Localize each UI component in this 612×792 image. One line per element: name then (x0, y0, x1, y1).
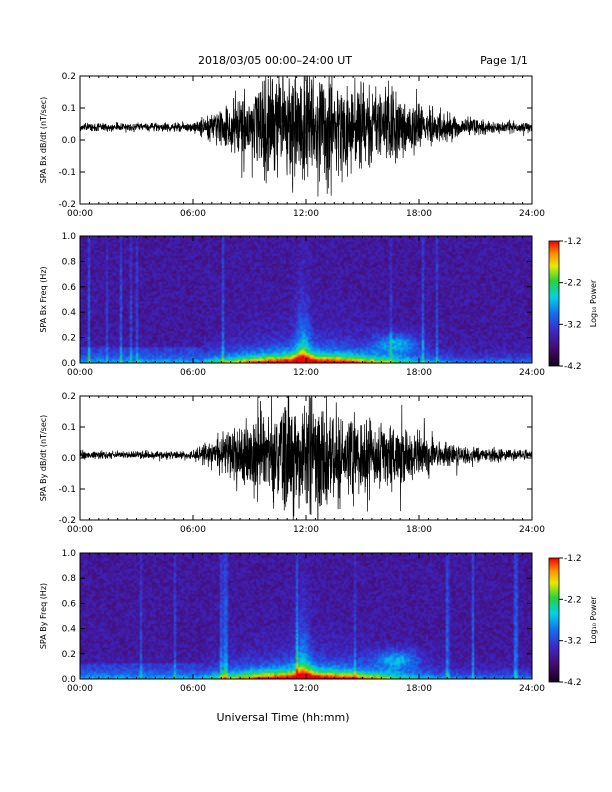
x-tick-label-1-0: 00:00 (67, 368, 93, 378)
y-tick-label-1-0: 1.0 (62, 232, 77, 242)
colorbar-tick-label-1-1: -2.2 (564, 279, 582, 289)
series-line-0 (80, 76, 532, 197)
y-tick-label-0-1: 0.1 (62, 104, 76, 114)
x-tick-label-3-1: 06:00 (180, 684, 206, 694)
y-tick-label-3-5: 0.0 (62, 675, 77, 685)
colorbar-label-1: Log₁₀ Power (589, 279, 598, 327)
x-tick-label-3-0: 00:00 (67, 684, 93, 694)
colorbar-tick-label-3-1: -2.2 (564, 595, 582, 605)
x-tick-label-1-2: 12:00 (293, 368, 319, 378)
y-tick-label-0-0: 0.2 (62, 72, 76, 82)
x-tick-label-0-2: 12:00 (293, 209, 319, 219)
y-tick-label-0-2: 0.0 (62, 136, 77, 146)
colorbar-label-3: Log₁₀ Power (589, 596, 598, 644)
y-axis-label-1: SPA Bx Freq (Hz) (39, 266, 48, 332)
x-tick-label-2-1: 06:00 (180, 525, 206, 535)
y-tick-label-1-1: 0.8 (62, 257, 77, 267)
page-number: Page 1/1 (480, 54, 528, 67)
x-axis-title: Universal Time (hh:mm) (217, 711, 350, 724)
x-tick-label-0-4: 24:00 (519, 209, 545, 219)
x-tick-label-2-2: 12:00 (293, 525, 319, 535)
colorbar-tick-label-1-0: -1.2 (564, 237, 582, 247)
y-tick-label-0-3: -0.1 (58, 168, 76, 178)
heatmap-image-1 (80, 236, 532, 363)
x-tick-label-3-3: 18:00 (406, 684, 432, 694)
x-tick-label-1-1: 06:00 (180, 368, 206, 378)
y-tick-label-3-0: 1.0 (62, 549, 77, 559)
y-tick-label-1-4: 0.2 (62, 334, 76, 344)
x-tick-label-1-4: 24:00 (519, 368, 545, 378)
y-tick-label-2-1: 0.1 (62, 423, 76, 433)
x-tick-label-3-4: 24:00 (519, 684, 545, 694)
y-tick-label-0-4: -0.2 (58, 200, 76, 210)
x-tick-label-1-3: 18:00 (406, 368, 432, 378)
series-line-2 (80, 396, 532, 520)
y-axis-label-3: SPA By Freq (Hz) (39, 583, 48, 649)
y-tick-label-1-2: 0.6 (62, 283, 77, 293)
colorbar-3 (548, 557, 560, 683)
colorbar-tick-label-3-0: -1.2 (564, 554, 582, 564)
x-tick-label-2-3: 18:00 (406, 525, 432, 535)
colorbar-tick-label-3-3: -4.2 (564, 678, 582, 688)
y-tick-label-1-3: 0.4 (62, 308, 77, 318)
x-tick-label-3-2: 12:00 (293, 684, 319, 694)
y-tick-label-3-1: 0.8 (62, 574, 77, 584)
heatmap-image-3 (80, 553, 532, 679)
x-tick-label-0-1: 06:00 (180, 209, 206, 219)
y-tick-label-3-4: 0.2 (62, 650, 76, 660)
colorbar-tick-label-3-2: -3.2 (564, 637, 582, 647)
y-tick-label-2-2: 0.0 (62, 454, 77, 464)
x-tick-label-2-0: 00:00 (67, 525, 93, 535)
y-tick-label-3-3: 0.4 (62, 625, 77, 635)
colorbar-tick-label-1-2: -3.2 (564, 320, 582, 330)
x-tick-label-0-3: 18:00 (406, 209, 432, 219)
x-tick-label-0-0: 00:00 (67, 209, 93, 219)
figure-title: 2018/03/05 00:00–24:00 UT (198, 54, 352, 67)
colorbar-1 (548, 240, 560, 367)
x-tick-label-2-4: 24:00 (519, 525, 545, 535)
y-tick-label-1-5: 0.0 (62, 359, 77, 369)
y-tick-label-3-2: 0.6 (62, 599, 77, 609)
y-tick-label-2-0: 0.2 (62, 392, 76, 402)
y-tick-label-2-3: -0.1 (58, 485, 76, 495)
colorbar-tick-label-1-3: -4.2 (564, 362, 582, 372)
y-axis-label-2: SPA By dB/dt (nT/sec) (39, 415, 48, 502)
y-tick-label-2-4: -0.2 (58, 516, 76, 526)
y-axis-label-0: SPA Bx dB/dt (nT/sec) (39, 97, 48, 184)
